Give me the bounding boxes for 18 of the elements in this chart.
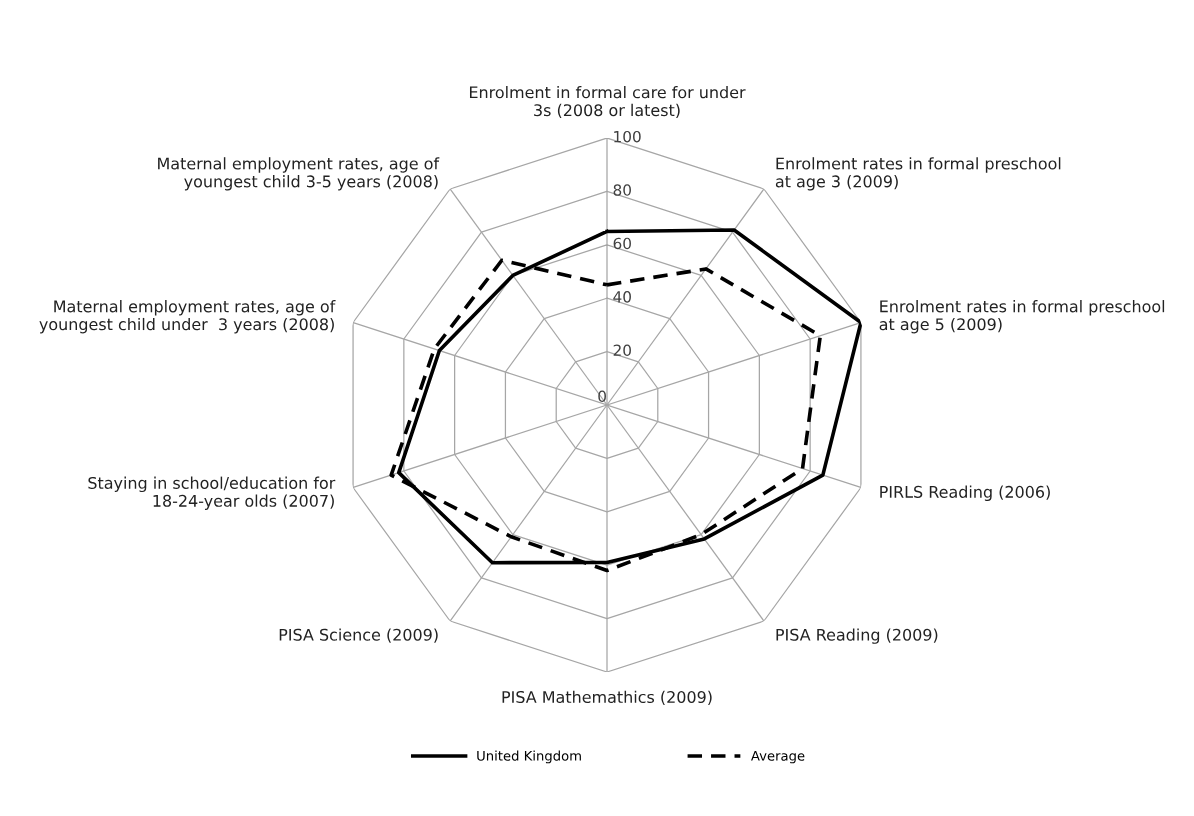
- spoke-label: PISA Reading (2009): [776, 628, 938, 644]
- legend-label: United Kingdom: [477, 750, 581, 764]
- y-tick-label: 20: [613, 344, 631, 357]
- y-tick-label: 100: [614, 130, 641, 143]
- spoke-label: Maternal employment rates, age of youngest child under 3 years (2008): [39, 300, 336, 334]
- spoke-label: PISA Mathemathics (2009): [502, 690, 712, 705]
- y-tick-label: 60: [613, 237, 631, 250]
- spoke-label: Enrolment in formal care for under 3s (2008 or latest): [469, 85, 746, 119]
- spoke-label: PIRLS Reading (2006): [880, 485, 1050, 502]
- y-tick-label: 0: [598, 390, 606, 403]
- spoke-label: Enrolment rates in formal preschool at age 5 (2009): [879, 300, 1165, 334]
- spoke-label: Staying in school/education for 18-24-year olds (2007): [88, 476, 336, 510]
- y-tick-label: 40: [613, 291, 631, 303]
- spoke-label: Enrolment rates in formal preschool at age 3 (2009): [775, 157, 1061, 191]
- y-tick-label: 80: [613, 184, 631, 196]
- spoke-label: PISA Science (2009): [279, 628, 438, 643]
- legend-label: Average: [751, 750, 805, 764]
- spoke-label: Maternal employment rates, age of youngest child 3-5 years (2008): [158, 157, 440, 191]
